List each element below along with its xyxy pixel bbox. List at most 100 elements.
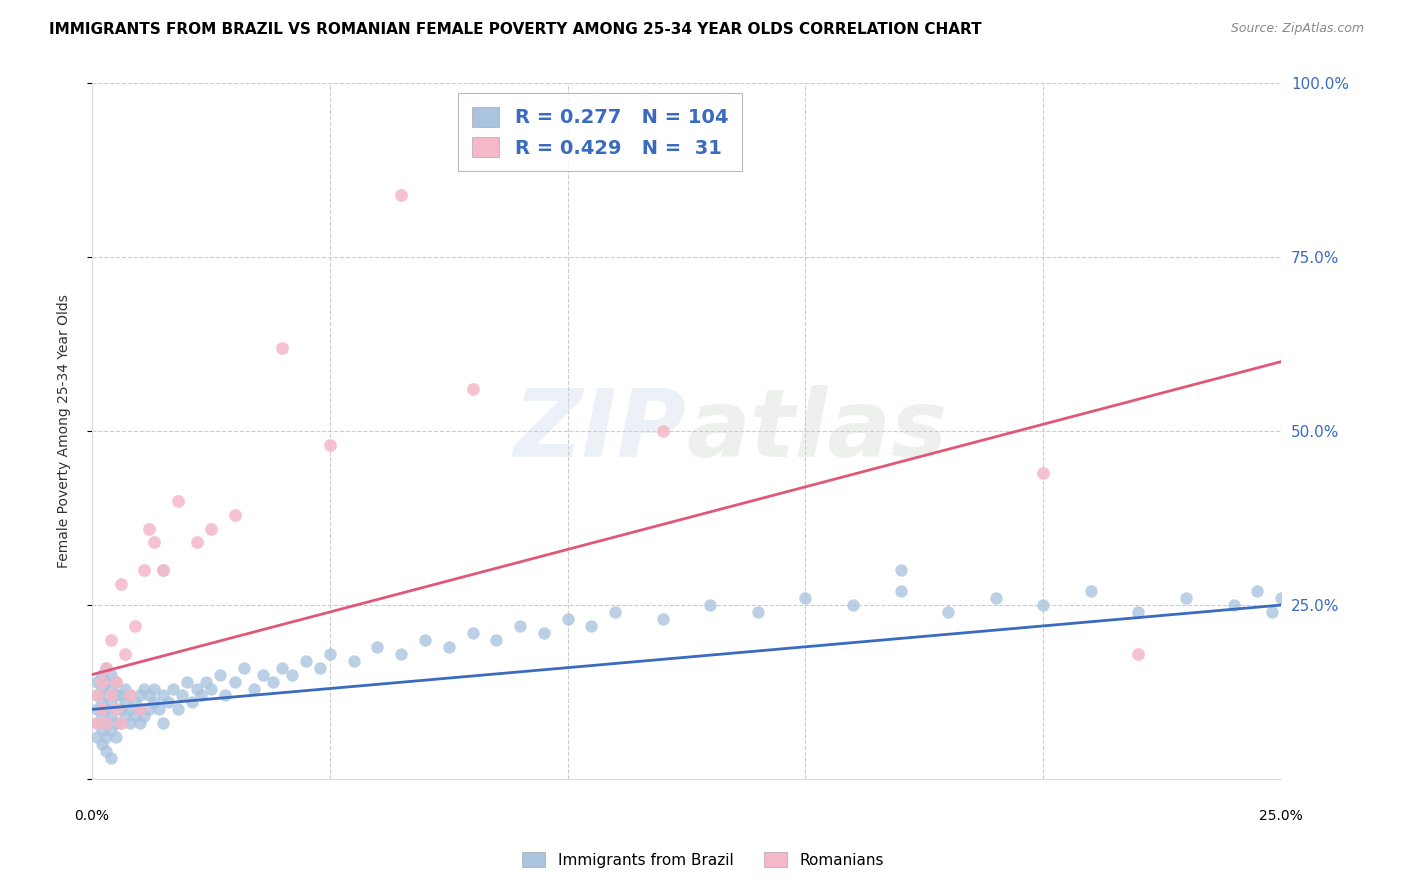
Point (890, 584, 912, 599)
Point (389, 647, 412, 661)
Point (104, 689, 127, 703)
Point (1128, 605, 1150, 619)
Point (186, 535, 208, 549)
Point (605, 605, 627, 619)
Point (114, 681, 136, 696)
Point (100, 709, 122, 723)
Point (1260, 605, 1282, 619)
Point (96, 660, 118, 674)
Point (747, 605, 769, 619)
Point (128, 689, 150, 703)
Point (200, 681, 222, 696)
Point (180, 695, 202, 709)
Point (120, 689, 142, 703)
Point (651, 424, 673, 438)
Point (262, 674, 284, 689)
Point (134, 563, 156, 577)
Point (86, 689, 108, 703)
Text: 25.0%: 25.0% (1260, 809, 1303, 823)
Point (134, 709, 156, 723)
Point (104, 716, 127, 731)
Point (319, 438, 342, 452)
Point (162, 681, 184, 696)
Point (1270, 591, 1292, 606)
Point (461, 625, 484, 640)
Point (86, 716, 108, 731)
Point (96, 689, 118, 703)
Point (104, 702, 127, 716)
Point (200, 522, 222, 536)
Point (128, 716, 150, 731)
Point (366, 640, 388, 654)
Point (842, 598, 865, 612)
Point (984, 591, 1007, 606)
Point (172, 689, 194, 703)
Point (90, 695, 112, 709)
Point (90, 737, 112, 751)
Point (96, 730, 118, 744)
Point (86, 702, 108, 716)
Point (110, 577, 132, 591)
Point (271, 341, 294, 355)
Point (128, 702, 150, 716)
Point (214, 689, 236, 703)
Point (114, 709, 136, 723)
Point (157, 695, 180, 709)
Point (224, 674, 246, 689)
Point (96, 716, 118, 731)
Point (252, 667, 274, 681)
Point (485, 632, 508, 647)
Point (890, 563, 912, 577)
Point (100, 681, 122, 696)
Point (651, 612, 673, 626)
Point (209, 667, 232, 681)
Text: 0.0%: 0.0% (75, 809, 110, 823)
Point (128, 702, 150, 716)
Point (90, 702, 112, 716)
Point (437, 640, 460, 654)
Point (1080, 584, 1102, 599)
Point (110, 716, 132, 731)
Point (90, 674, 112, 689)
Point (100, 751, 122, 765)
Point (120, 702, 142, 716)
Point (1032, 598, 1054, 612)
Point (90, 723, 112, 738)
Point (242, 681, 264, 696)
Point (233, 660, 256, 674)
Point (124, 695, 146, 709)
Point (224, 508, 246, 522)
Point (295, 654, 318, 668)
Point (557, 612, 579, 626)
Point (124, 619, 146, 633)
Y-axis label: Female Poverty Among 25-34 Year Olds: Female Poverty Among 25-34 Year Olds (58, 294, 72, 568)
Point (90, 667, 112, 681)
Point (90, 702, 112, 716)
Point (110, 716, 132, 731)
Point (1175, 591, 1198, 606)
Point (104, 730, 127, 744)
Text: atlas: atlas (686, 385, 948, 477)
Point (86, 674, 108, 689)
Point (319, 647, 342, 661)
Point (794, 591, 817, 606)
Point (148, 702, 170, 716)
Point (309, 660, 332, 674)
Point (1246, 584, 1268, 599)
Text: IMMIGRANTS FROM BRAZIL VS ROMANIAN FEMALE POVERTY AMONG 25-34 YEAR OLDS CORRELAT: IMMIGRANTS FROM BRAZIL VS ROMANIAN FEMAL… (49, 22, 981, 37)
Point (96, 702, 118, 716)
Point (1128, 647, 1150, 661)
Text: ZIP: ZIP (513, 385, 686, 477)
Point (104, 674, 127, 689)
Point (124, 709, 146, 723)
Point (581, 619, 603, 633)
Point (120, 689, 142, 703)
Point (138, 702, 160, 716)
Point (152, 689, 174, 703)
Point (142, 681, 165, 696)
Point (134, 681, 156, 696)
Point (1222, 598, 1244, 612)
Point (1032, 466, 1054, 480)
Point (152, 563, 174, 577)
Point (100, 689, 122, 703)
